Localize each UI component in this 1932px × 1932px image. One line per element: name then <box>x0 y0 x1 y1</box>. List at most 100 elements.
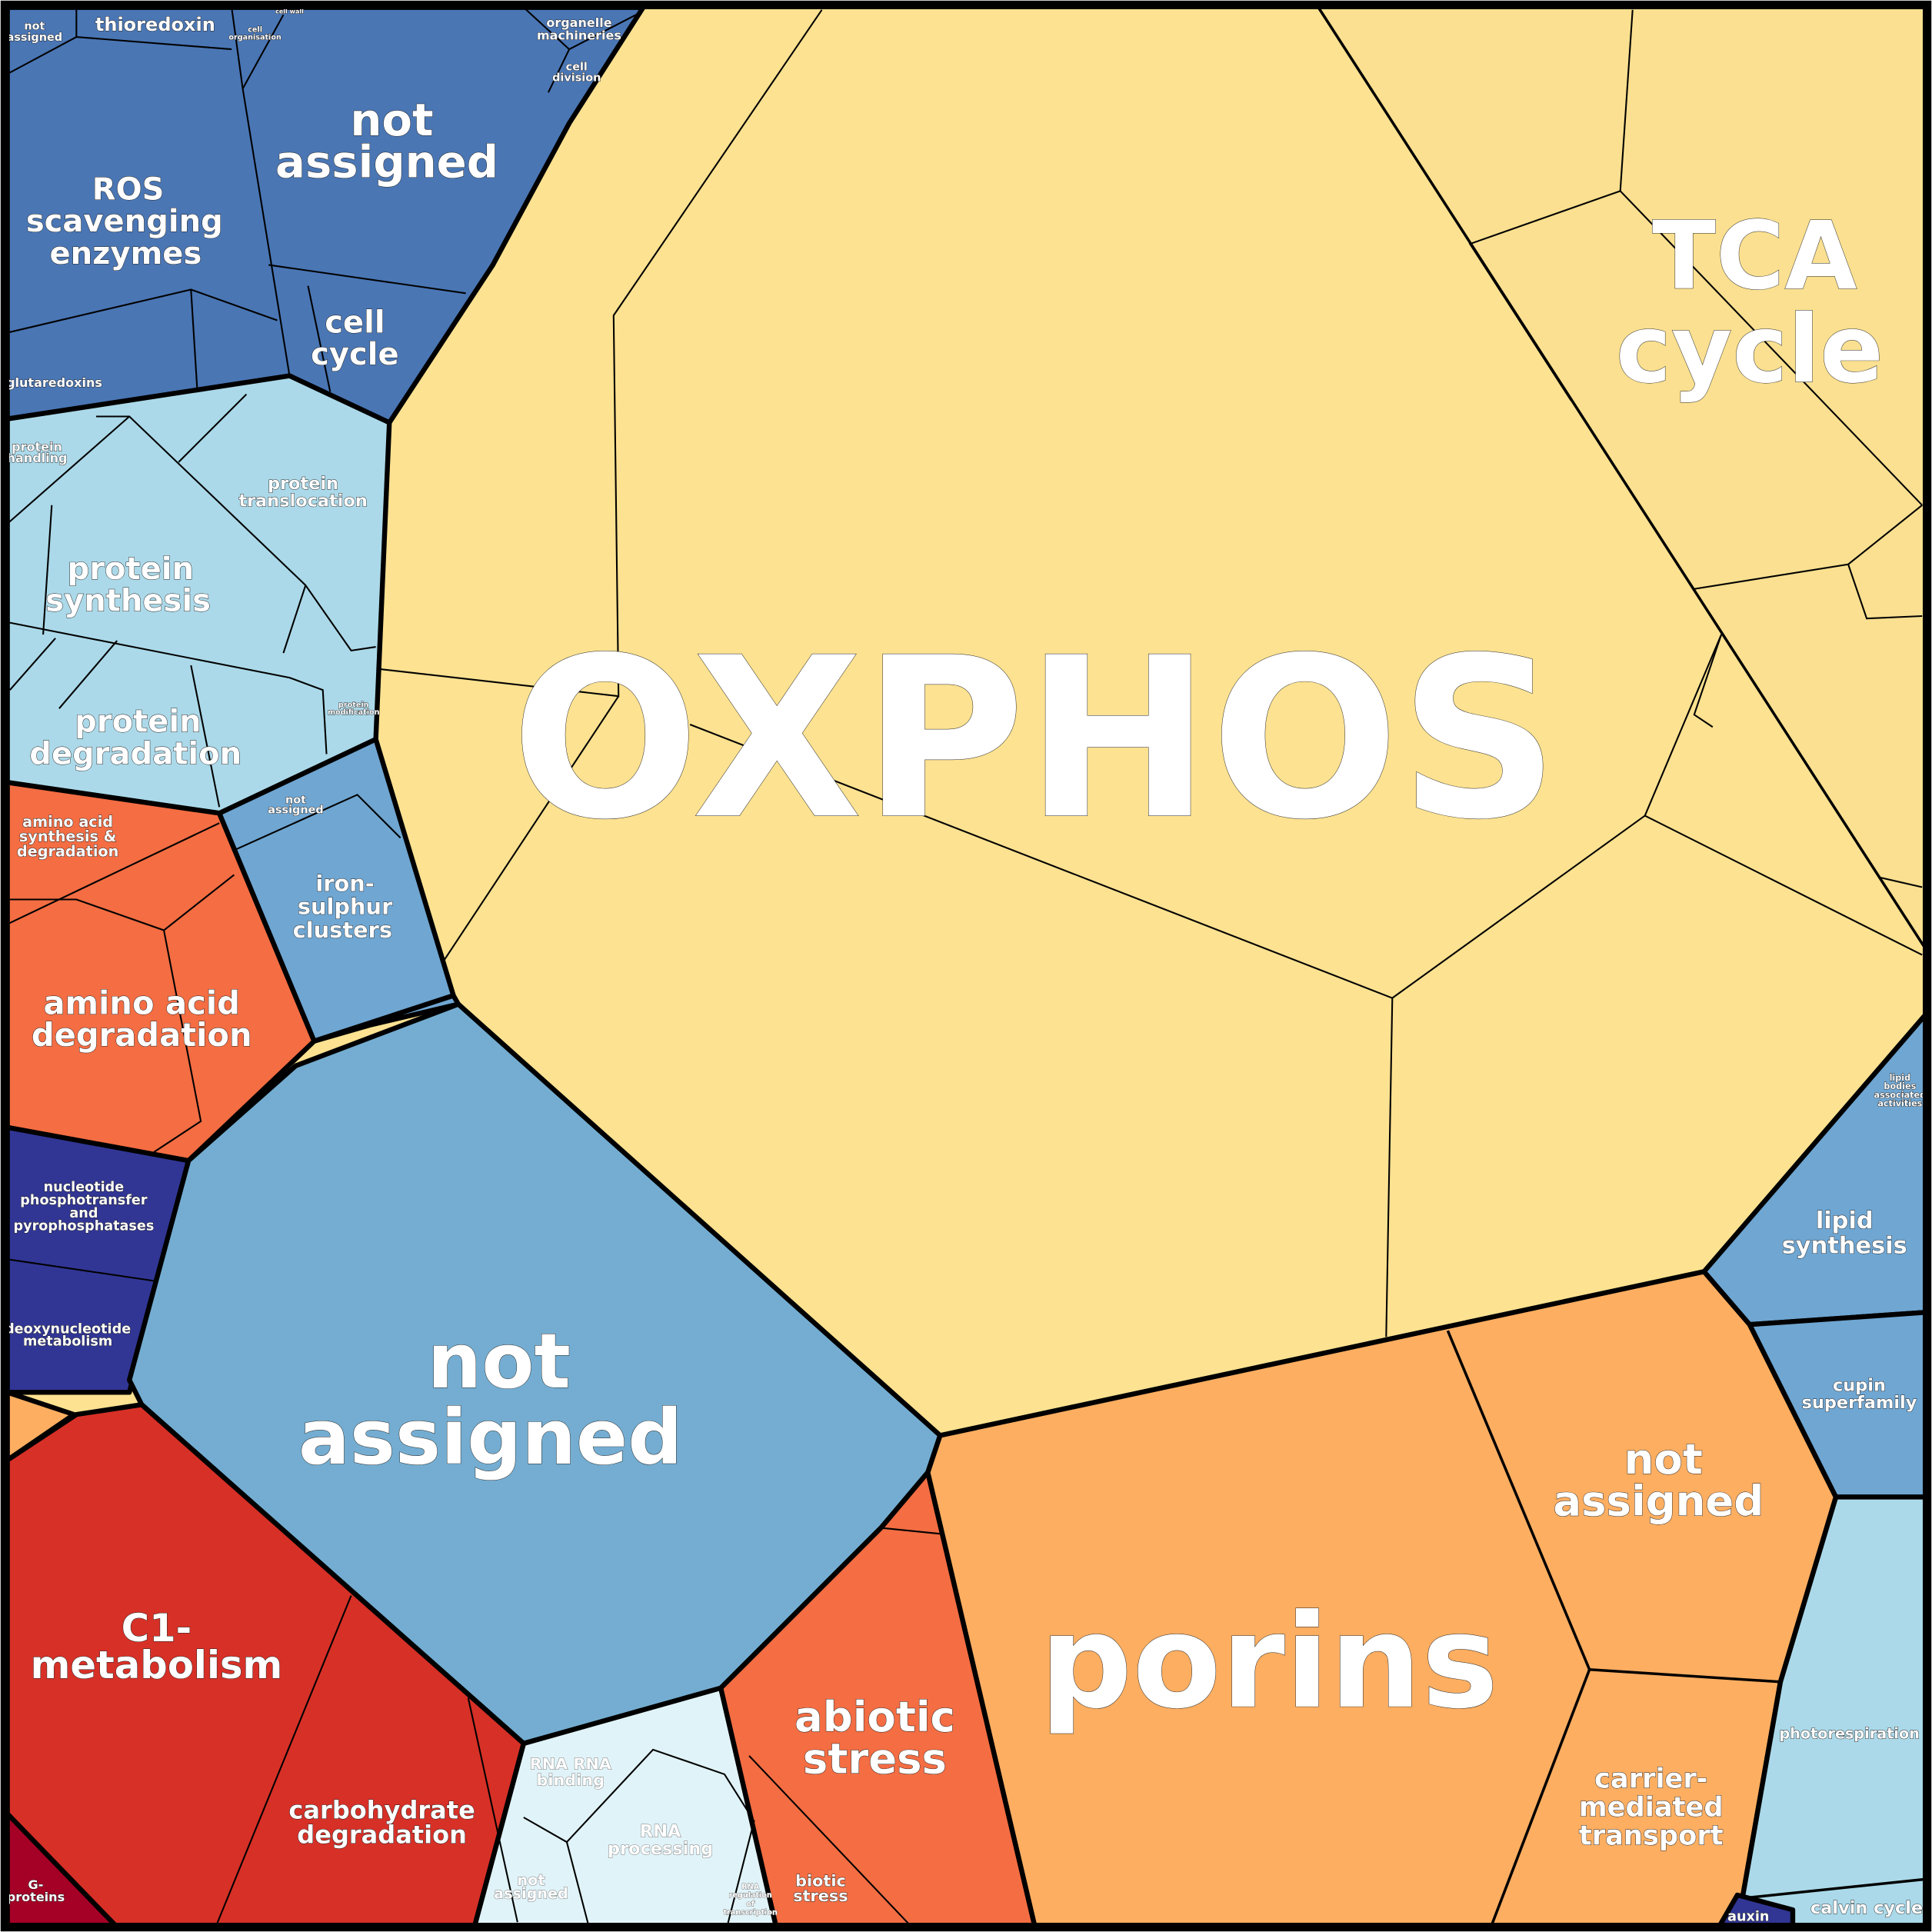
label: not assigned <box>1553 1434 1764 1525</box>
label-line: carrier- <box>1594 1764 1707 1795</box>
label-line: synthesis <box>45 584 211 619</box>
label-line: cycle <box>311 337 398 372</box>
label-line: assigned <box>268 804 323 816</box>
label-line: not <box>517 1871 545 1889</box>
lower-borders <box>7 1258 518 1927</box>
label-line: organelle <box>546 15 611 30</box>
label: not assigned <box>7 20 62 43</box>
label-line: G- <box>28 1877 44 1892</box>
label-line: binding <box>536 1770 605 1789</box>
label: amino acid synthesis & degradation <box>17 813 118 860</box>
label-line: metabolism <box>31 1643 283 1687</box>
label-line: cell <box>566 61 588 73</box>
label-line: modification <box>328 708 380 717</box>
label: protein handling <box>7 439 68 465</box>
label-line: not <box>1624 1434 1703 1484</box>
label-line: degradation <box>17 842 118 860</box>
label: carbohydrate degradation <box>288 1796 475 1850</box>
label: cell organisation <box>228 26 281 42</box>
label-line: protein <box>68 551 194 587</box>
label: porins <box>1040 1587 1498 1737</box>
label-line: synthesis & <box>19 828 116 845</box>
label-line: metabolism <box>23 1334 112 1349</box>
label: carrier-mediated transport <box>1579 1764 1724 1852</box>
label-line: deoxynucleotide <box>5 1321 131 1337</box>
oxphos-borders <box>379 9 1923 1337</box>
label: OXPHOS <box>511 611 1559 869</box>
label-line: not <box>428 1317 571 1406</box>
label-line: stress <box>803 1734 947 1783</box>
label: amino acid degradation <box>32 984 252 1054</box>
label-line: cycle <box>1616 295 1884 405</box>
label-line: protein <box>12 439 62 454</box>
label-line: phosphotransfer <box>20 1193 148 1208</box>
label-line: associated <box>1874 1090 1927 1100</box>
label-line: superfamily <box>1802 1393 1917 1413</box>
label: deoxynucleotide metabolism <box>5 1321 131 1349</box>
label-line: not <box>350 94 433 146</box>
label-line: auxin <box>1727 1910 1769 1925</box>
transport-borders <box>1446 1330 1927 1928</box>
label-line: protein <box>268 474 338 494</box>
label: biotic stress <box>793 1872 848 1905</box>
label-line: RNA <box>741 1883 759 1891</box>
label: ROS scavenging enzymes <box>26 172 223 271</box>
labels: not assigned thioredoxin cell organisation… <box>5 8 1927 1925</box>
label: cupin superfamily <box>1802 1376 1917 1413</box>
label-line: abiotic <box>794 1692 955 1741</box>
label: protein degradation <box>29 705 242 772</box>
label-line: regulation <box>729 1891 772 1900</box>
label: calvin cycle <box>1810 1898 1923 1918</box>
label: RNA regulation of transcription <box>723 1883 777 1917</box>
label-line: machineries <box>537 28 621 42</box>
amino-borders <box>7 794 401 1153</box>
label-line: degradation <box>297 1820 467 1850</box>
label: TCA cycle <box>1616 202 1884 405</box>
label-line: translocation <box>238 491 367 511</box>
label: protein modification <box>328 701 380 718</box>
label-line: not <box>24 20 45 32</box>
label: abiotic stress <box>794 1692 955 1783</box>
label-line: assigned <box>494 1885 568 1903</box>
label-line: transcription <box>723 1909 777 1917</box>
label-line: glutaredoxins <box>6 375 102 390</box>
cell-borders <box>6 6 1929 1928</box>
label-line: iron- <box>315 870 374 896</box>
label-line: handling <box>7 451 68 465</box>
label-line: thioredoxin <box>95 14 215 35</box>
label-line: biotic <box>795 1872 846 1890</box>
label-line: organisation <box>228 33 281 42</box>
label: glutaredoxins <box>6 375 102 390</box>
group-border <box>1317 6 1929 1273</box>
label-line: assigned <box>298 1394 683 1482</box>
cell-borders-top <box>7 6 641 392</box>
label-line: lipid <box>1890 1073 1911 1083</box>
label-line: sulphur <box>298 894 393 920</box>
label-line: mediated <box>1579 1791 1724 1823</box>
label-line: cell <box>325 305 385 341</box>
label-line: cell <box>248 26 262 35</box>
label-line: activities <box>1877 1099 1922 1109</box>
label: nucleotide phosphotransfer and pyrophosphat… <box>14 1180 155 1234</box>
label-line: photorespiration <box>1779 1724 1919 1742</box>
label: lipid bodies associated activities <box>1874 1073 1927 1109</box>
label: organelle machineries <box>537 15 621 42</box>
label: cell wall <box>275 8 304 15</box>
label: protein translocation <box>238 474 367 511</box>
label-line: protein <box>338 701 369 710</box>
label: not assigned <box>268 794 323 817</box>
label-line: cupin <box>1833 1376 1886 1396</box>
label: cell cycle <box>311 305 398 373</box>
label: photorespiration <box>1779 1724 1919 1742</box>
label-line: bodies <box>1884 1081 1916 1091</box>
label-line: stress <box>793 1887 848 1905</box>
label-line: scavenging <box>26 204 223 239</box>
label: G-proteins <box>7 1877 65 1904</box>
label-line: assigned <box>7 32 62 44</box>
label-line: degradation <box>32 1016 252 1054</box>
label: auxin <box>1727 1910 1769 1925</box>
label-line: division <box>552 72 601 85</box>
